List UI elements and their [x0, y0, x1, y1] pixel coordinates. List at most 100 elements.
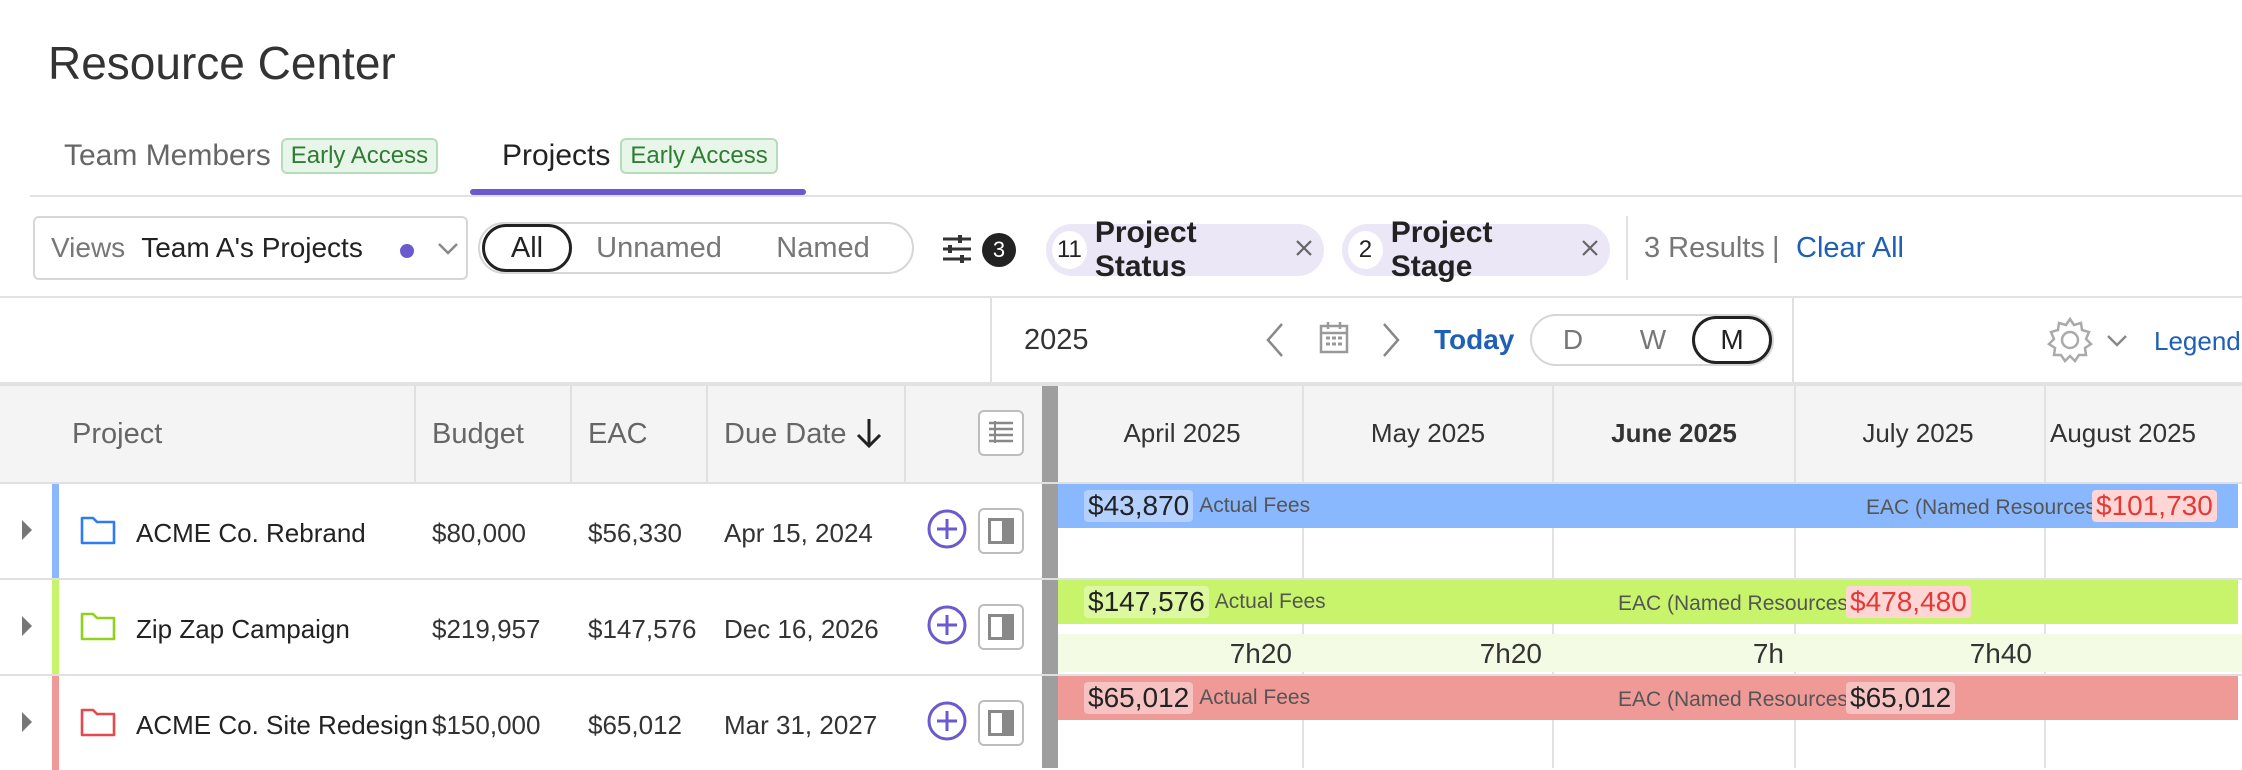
- legend-link[interactable]: Legend: [2154, 326, 2241, 356]
- today-button[interactable]: Today: [1434, 324, 1515, 355]
- sort-arrow-down-icon[interactable]: [854, 416, 884, 455]
- chip-project-stage[interactable]: 2 Project Stage: [1342, 216, 1610, 283]
- divider: [1794, 386, 1796, 768]
- view-color-dot: [400, 244, 414, 258]
- eac-value: $65,012: [1846, 682, 1956, 714]
- tabs-divider: [30, 195, 2242, 197]
- chevron-right-icon[interactable]: [1376, 318, 1404, 367]
- divider: [1552, 386, 1554, 768]
- chip-label: Project Status: [1094, 216, 1197, 283]
- views-value: Team A's Projects: [141, 232, 363, 263]
- actual-fees-label: Actual Fees: [1199, 686, 1311, 709]
- project-eac: $56,330: [588, 518, 682, 548]
- divider: [0, 296, 2242, 298]
- side-panel-fill: [1002, 518, 1014, 544]
- side-panel-button[interactable]: [978, 508, 1024, 554]
- zoom-month[interactable]: M: [1692, 316, 1772, 364]
- eac-value: $478,480: [1846, 586, 1971, 618]
- chip-label: Project Stage: [1390, 216, 1493, 283]
- divider: [1792, 298, 1794, 384]
- add-circle-icon[interactable]: [926, 604, 968, 651]
- chevron-down-icon[interactable]: [2104, 326, 2130, 359]
- views-dropdown[interactable]: Views Team A's Projects: [33, 216, 468, 280]
- early-access-badge: Early Access: [280, 138, 439, 174]
- timeline-year: 2025: [1024, 324, 1089, 356]
- divider: [1626, 216, 1628, 280]
- actual-fees-amount: $65,012: [1084, 682, 1194, 714]
- assignment-filter: All Unnamed Named: [478, 222, 914, 274]
- tab-projects[interactable]: Projects Early Access: [502, 138, 778, 174]
- add-circle-icon[interactable]: [926, 508, 968, 555]
- chip-project-status[interactable]: 11 Project Status: [1046, 216, 1324, 283]
- early-access-badge: Early Access: [620, 138, 778, 174]
- filter-unnamed[interactable]: Unnamed: [596, 232, 722, 264]
- panel-splitter[interactable]: [1042, 386, 1058, 768]
- project-name[interactable]: Zip Zap Campaign: [136, 614, 350, 644]
- divider: [570, 386, 572, 482]
- divider: [990, 298, 992, 384]
- add-circle-icon[interactable]: [926, 700, 968, 747]
- hours-april: 7h20: [1229, 638, 1292, 669]
- list-icon: [989, 421, 1013, 443]
- project-color-strip: [52, 676, 59, 770]
- divider: [2044, 386, 2046, 768]
- column-header-eac[interactable]: EAC: [588, 418, 648, 450]
- results-count: 3 Results: [1644, 232, 1765, 264]
- column-settings-button[interactable]: [978, 410, 1024, 456]
- eac-label: EAC (Named Resources): [1618, 592, 1855, 615]
- active-filter-count: 3: [982, 233, 1016, 267]
- project-budget: $219,957: [432, 614, 541, 644]
- month-april: April 2025: [1123, 418, 1241, 448]
- grid-header: [0, 386, 1056, 482]
- filter-sliders-icon[interactable]: [940, 232, 974, 271]
- tab-team-members[interactable]: Team Members Early Access: [64, 138, 439, 174]
- column-header-project[interactable]: Project: [72, 418, 163, 450]
- clear-all-link[interactable]: Clear All: [1796, 232, 1904, 264]
- divider: [0, 674, 2242, 676]
- filter-named[interactable]: Named: [776, 232, 870, 264]
- project-name[interactable]: ACME Co. Rebrand: [136, 518, 366, 548]
- chevron-left-icon[interactable]: [1262, 318, 1290, 367]
- views-label: Views: [51, 232, 126, 263]
- chip-count: 2: [1348, 231, 1383, 269]
- side-panel-button[interactable]: [978, 700, 1024, 746]
- zoom-day[interactable]: D: [1562, 324, 1584, 355]
- calendar-icon[interactable]: [1318, 320, 1350, 361]
- side-panel-fill: [1002, 614, 1014, 640]
- tab-label: Team Members: [64, 139, 271, 172]
- project-fee-bar[interactable]: $147,576 Actual Fees: [1058, 580, 2238, 624]
- project-color-strip: [52, 580, 59, 674]
- caret-right-icon[interactable]: [20, 710, 34, 739]
- close-icon[interactable]: [1294, 238, 1314, 263]
- filter-all[interactable]: All: [482, 224, 572, 272]
- project-fee-bar[interactable]: $65,012 Actual Fees: [1058, 676, 2238, 720]
- side-panel-button[interactable]: [978, 604, 1024, 650]
- month-july: July 2025: [1862, 418, 1974, 448]
- tab-label: Projects: [502, 139, 611, 172]
- results-separator: |: [1772, 232, 1780, 264]
- gear-icon[interactable]: [2044, 314, 2096, 371]
- project-name[interactable]: ACME Co. Site Redesign: [136, 710, 428, 740]
- project-budget: $80,000: [432, 518, 526, 548]
- zoom-week[interactable]: W: [1639, 324, 1667, 355]
- project-fee-bar[interactable]: $43,870 Actual Fees: [1058, 484, 2238, 528]
- side-panel-fill: [1002, 710, 1014, 736]
- divider: [0, 382, 2242, 386]
- actual-fees-label: Actual Fees: [1214, 590, 1326, 613]
- active-tab-indicator: [470, 189, 806, 195]
- project-due-date: Apr 15, 2024: [724, 518, 873, 548]
- chip-count: 11: [1052, 231, 1087, 269]
- divider: [706, 386, 708, 482]
- column-header-due-date[interactable]: Due Date: [724, 418, 847, 450]
- hours-july: 7h40: [1969, 638, 2032, 669]
- project-eac: $147,576: [588, 614, 697, 644]
- folder-icon: [80, 514, 116, 551]
- folder-icon: [80, 610, 116, 647]
- close-icon[interactable]: [1580, 238, 1600, 263]
- column-header-budget[interactable]: Budget: [432, 418, 524, 450]
- folder-icon: [80, 706, 116, 743]
- caret-right-icon[interactable]: [20, 518, 34, 547]
- month-june: June 2025: [1611, 418, 1737, 448]
- month-august: August 2025: [2050, 418, 2197, 448]
- caret-right-icon[interactable]: [20, 614, 34, 643]
